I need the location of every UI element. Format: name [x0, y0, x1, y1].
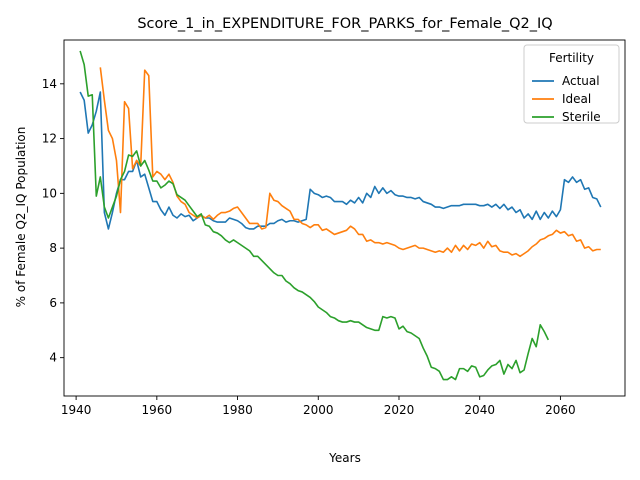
x-tick-label: 2060 — [545, 403, 576, 417]
x-tick-label: 1940 — [61, 403, 92, 417]
y-tick-label: 14 — [42, 77, 57, 91]
legend-title: Fertility — [549, 51, 594, 65]
x-tick-label: 1960 — [142, 403, 173, 417]
axes: 1940 1960 1980 2000 2020 2040 2060 4 6 8 10 12 14 — [42, 39, 626, 417]
plot-frame — [63, 39, 626, 397]
legend-label-sterile: Sterile — [562, 110, 601, 124]
y-tick-label: 8 — [49, 241, 57, 255]
x-tick-label: 2020 — [384, 403, 415, 417]
y-axis-label: % of Female Q2_IQ Population — [14, 127, 28, 308]
x-tick-label: 1980 — [222, 403, 253, 417]
legend-label-actual: Actual — [562, 74, 600, 88]
y-tick-label: 4 — [49, 351, 57, 365]
legend-label-ideal: Ideal — [562, 92, 591, 106]
legend: Fertility Actual Ideal Sterile — [523, 44, 620, 124]
plot-area — [79, 50, 602, 381]
y-tick-label: 10 — [42, 186, 57, 200]
x-axis-label: Years — [328, 451, 361, 465]
y-tick-label: 6 — [49, 296, 57, 310]
y-tick-label: 12 — [42, 132, 57, 146]
chart-title: Score_1_in_EXPENDITURE_FOR_PARKS_for_Fem… — [137, 16, 552, 32]
x-tick-label: 2040 — [464, 403, 495, 417]
series-line-ideal — [99, 67, 601, 258]
legend-box — [523, 44, 620, 124]
series-line-sterile — [79, 50, 550, 381]
series-line-actual — [79, 91, 602, 230]
x-tick-label: 2000 — [303, 403, 334, 417]
